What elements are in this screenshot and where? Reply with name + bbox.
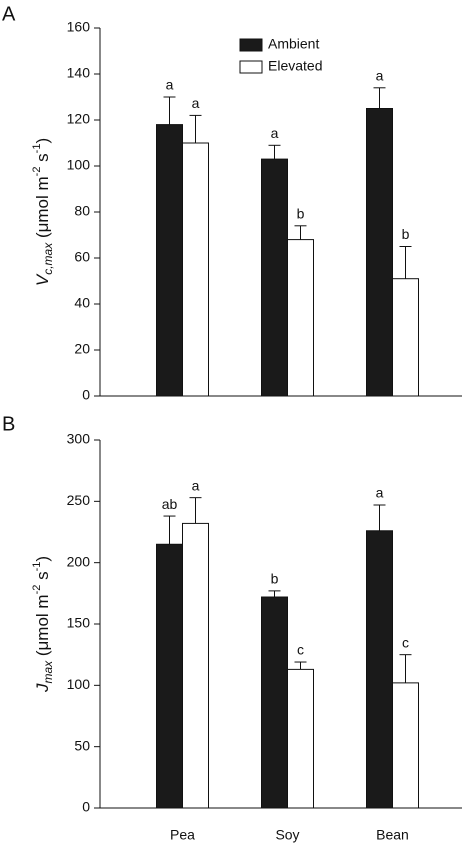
significance-letter: c xyxy=(402,634,409,650)
y-tick-label: 50 xyxy=(74,737,90,753)
y-tick-label: 300 xyxy=(67,431,91,447)
panel-label: B xyxy=(2,413,15,435)
panel-label: A xyxy=(2,3,16,25)
legend-swatch xyxy=(239,60,263,74)
bar xyxy=(392,278,419,397)
y-axis-label: Vc,max (μmol m-2 s-1) xyxy=(31,138,55,286)
bar xyxy=(156,543,183,809)
significance-letter: b xyxy=(402,226,410,242)
significance-letter: a xyxy=(376,68,384,84)
y-label-part: -1 xyxy=(31,144,43,154)
y-label-part: V xyxy=(33,273,52,286)
y-tick-label: 0 xyxy=(82,387,90,403)
bar xyxy=(156,124,183,397)
y-tick-label: 40 xyxy=(74,295,90,311)
bar xyxy=(261,596,288,809)
bar xyxy=(261,158,288,397)
bar xyxy=(366,108,393,397)
significance-letter: c xyxy=(297,642,304,658)
y-label-part: -1 xyxy=(31,562,43,572)
bar xyxy=(392,682,419,809)
x-tick-label: Pea xyxy=(170,827,195,843)
bar xyxy=(366,530,393,809)
error-bar xyxy=(399,246,412,279)
y-tick-label: 100 xyxy=(67,157,91,173)
y-tick-label: 160 xyxy=(67,19,91,35)
significance-letter: a xyxy=(192,477,200,493)
bar xyxy=(287,239,314,397)
error-bar xyxy=(373,87,386,109)
error-bar xyxy=(373,504,386,531)
y-label-part: (μmol m xyxy=(33,176,52,242)
y-label-part: max xyxy=(41,660,55,684)
y-label-part: ) xyxy=(33,556,52,562)
significance-letter: a xyxy=(192,95,200,111)
y-tick-label: 80 xyxy=(74,203,90,219)
significance-letter: a xyxy=(376,485,384,501)
significance-letter: ab xyxy=(162,496,178,512)
error-bar xyxy=(189,114,202,143)
error-bar xyxy=(268,590,281,598)
significance-letter: b xyxy=(271,571,279,587)
bar xyxy=(182,142,209,397)
y-tick-label: 140 xyxy=(67,65,91,81)
y-label-part: s xyxy=(33,153,52,166)
legend-swatch xyxy=(239,38,263,52)
y-label-part: -2 xyxy=(31,167,43,177)
y-label-part: c,max xyxy=(41,242,55,275)
significance-letter: a xyxy=(271,125,279,141)
y-tick-label: 0 xyxy=(82,799,90,815)
y-label-part: -2 xyxy=(31,585,43,595)
y-label-part: s xyxy=(33,571,52,584)
y-tick-label: 120 xyxy=(67,111,91,127)
error-bar xyxy=(163,96,176,125)
y-axis-label: Jmax (μmol m-2 s-1) xyxy=(31,556,55,693)
bar xyxy=(287,668,314,809)
error-bar xyxy=(294,661,307,670)
error-bar xyxy=(294,225,307,240)
legend-label: Ambient xyxy=(268,36,319,52)
error-bar xyxy=(163,515,176,545)
error-bar xyxy=(268,144,281,160)
x-tick-label: Bean xyxy=(376,827,409,843)
y-label-part: (μmol m xyxy=(33,594,52,660)
y-tick-label: 100 xyxy=(67,676,91,692)
y-tick-label: 60 xyxy=(74,249,90,265)
error-bar xyxy=(189,497,202,524)
legend-label: Elevated xyxy=(268,58,322,74)
y-tick-label: 20 xyxy=(74,341,90,357)
x-tick-label: Soy xyxy=(275,827,299,843)
significance-letter: a xyxy=(166,77,174,93)
significance-letter: b xyxy=(297,206,305,222)
bar xyxy=(182,522,209,809)
y-tick-label: 250 xyxy=(67,492,91,508)
error-bar xyxy=(399,654,412,683)
y-tick-label: 150 xyxy=(67,615,91,631)
y-label-part: ) xyxy=(33,138,52,144)
y-label-part: J xyxy=(33,683,52,693)
y-tick-label: 200 xyxy=(67,553,91,569)
